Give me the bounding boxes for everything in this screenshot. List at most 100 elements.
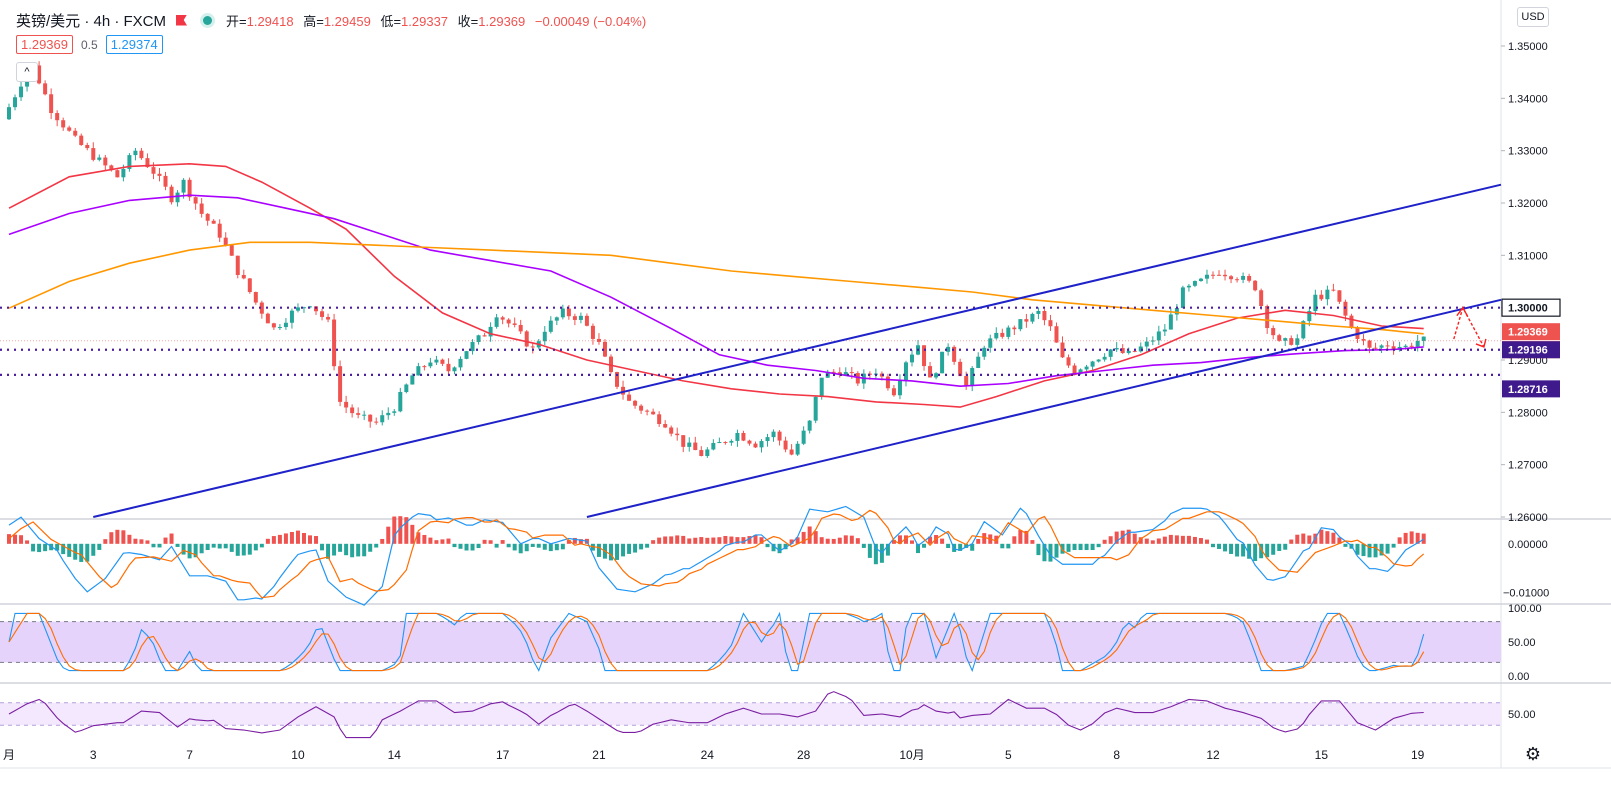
macd-bar — [332, 543, 337, 556]
candle-body — [1126, 350, 1131, 354]
macd-bar — [488, 540, 493, 544]
macd-bar — [885, 543, 890, 556]
macd-bar — [1168, 534, 1173, 544]
candle-body — [1072, 365, 1077, 374]
macd-bar — [1084, 543, 1089, 551]
time-tick-label: 15 — [1315, 748, 1329, 762]
macd-bar — [446, 538, 451, 544]
macd-bar — [621, 543, 626, 557]
candle-body — [1349, 315, 1354, 328]
candle-body — [13, 97, 18, 108]
candle-body — [952, 346, 957, 362]
candle-body — [891, 388, 896, 396]
macd-bar — [211, 543, 216, 548]
candle-body — [253, 292, 258, 303]
macd-bar — [1186, 535, 1191, 544]
candle-body — [855, 373, 860, 384]
symbol-title[interactable]: 英镑/美元 · 4h · FXCM — [16, 12, 167, 30]
macd-bar — [7, 534, 11, 544]
candle-body — [783, 440, 788, 450]
candle-body — [897, 380, 902, 396]
macd-bar — [1054, 543, 1059, 558]
flag-icon[interactable] — [176, 14, 188, 26]
macd-bar — [759, 537, 764, 544]
macd-bar — [795, 537, 800, 544]
candle-body — [964, 376, 969, 386]
macd-bar — [831, 538, 836, 544]
moving-average-line — [8, 162, 1424, 408]
bid-button[interactable]: 1.29369 — [16, 35, 73, 54]
candle-body — [639, 405, 644, 411]
candle-body — [1144, 341, 1149, 347]
candle-body — [1367, 340, 1372, 348]
macd-bar — [560, 543, 565, 550]
candle-body — [265, 313, 270, 324]
macd-bar — [705, 537, 710, 544]
candle-body — [1337, 290, 1342, 302]
candle-body — [488, 326, 493, 337]
macd-bar — [849, 535, 854, 544]
macd-bar — [855, 538, 860, 544]
macd-bar — [723, 535, 728, 544]
candle-body — [1006, 327, 1011, 337]
candle-body — [73, 130, 78, 136]
macd-bar — [199, 543, 204, 554]
macd-bar — [789, 539, 794, 544]
candle-body — [735, 432, 740, 441]
macd-bar — [861, 543, 866, 548]
macd-bar — [500, 540, 505, 544]
macd-bar — [1235, 543, 1240, 557]
candle-body — [133, 150, 138, 156]
macd-bar — [1012, 536, 1017, 544]
macd-bar — [753, 535, 758, 544]
candle-body — [1198, 278, 1203, 282]
macd-line — [8, 505, 1425, 606]
price-tick-label: 1.35000 — [1508, 41, 1548, 53]
candle-body — [1174, 307, 1179, 315]
candle-body — [1186, 285, 1191, 288]
macd-bar — [801, 531, 806, 544]
candle-body — [663, 424, 668, 428]
macd-bar — [494, 543, 499, 548]
macd-bar — [922, 543, 927, 548]
macd-bar — [121, 530, 126, 544]
candle-body — [223, 237, 228, 246]
candle-body — [404, 384, 409, 393]
candle-body — [771, 431, 776, 438]
ask-button[interactable]: 1.29374 — [105, 35, 163, 54]
macd-bar — [1271, 543, 1276, 555]
candle-body — [1289, 338, 1294, 345]
gear-icon[interactable]: ⚙ — [1524, 744, 1542, 764]
macd-bar — [440, 539, 445, 544]
macd-bar — [1259, 543, 1264, 559]
price-label-bg — [1501, 298, 1561, 317]
collapse-legend-button[interactable]: ^ — [16, 62, 38, 82]
macd-bar — [615, 543, 620, 560]
time-tick-label: 28 — [797, 748, 811, 762]
candle-body — [55, 113, 60, 121]
candle-body — [1060, 342, 1065, 358]
macd-bar — [958, 543, 963, 551]
macd-bar — [1048, 543, 1053, 562]
macd-bar — [837, 537, 842, 544]
time-tick-label: 19 — [1411, 748, 1425, 762]
candle-body — [1283, 338, 1288, 341]
macd-bar — [530, 543, 535, 547]
candle-body — [314, 306, 319, 312]
candle-body — [849, 372, 854, 374]
macd-bar — [1096, 543, 1101, 548]
candle-body — [49, 94, 54, 114]
candle-body — [1259, 290, 1264, 307]
macd-bar — [85, 543, 90, 562]
candle-body — [157, 173, 162, 176]
macd-tick-label: 0.00000 — [1508, 539, 1548, 551]
low-label: 低= — [380, 13, 402, 29]
currency-button[interactable]: USD — [1517, 7, 1549, 27]
macd-bar — [458, 543, 463, 549]
macd-bar — [392, 516, 397, 544]
moving-average-line — [8, 241, 1424, 335]
macd-bar — [464, 543, 469, 551]
candle-body — [1265, 306, 1270, 329]
price-tick-label: 1.34000 — [1508, 93, 1548, 105]
